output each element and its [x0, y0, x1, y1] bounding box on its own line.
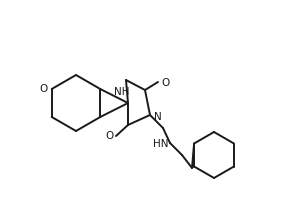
Text: N: N: [154, 112, 162, 122]
Text: O: O: [105, 131, 113, 141]
Text: NH: NH: [114, 87, 130, 97]
Text: O: O: [40, 84, 48, 94]
Text: O: O: [161, 78, 169, 88]
Text: HN: HN: [153, 139, 169, 149]
